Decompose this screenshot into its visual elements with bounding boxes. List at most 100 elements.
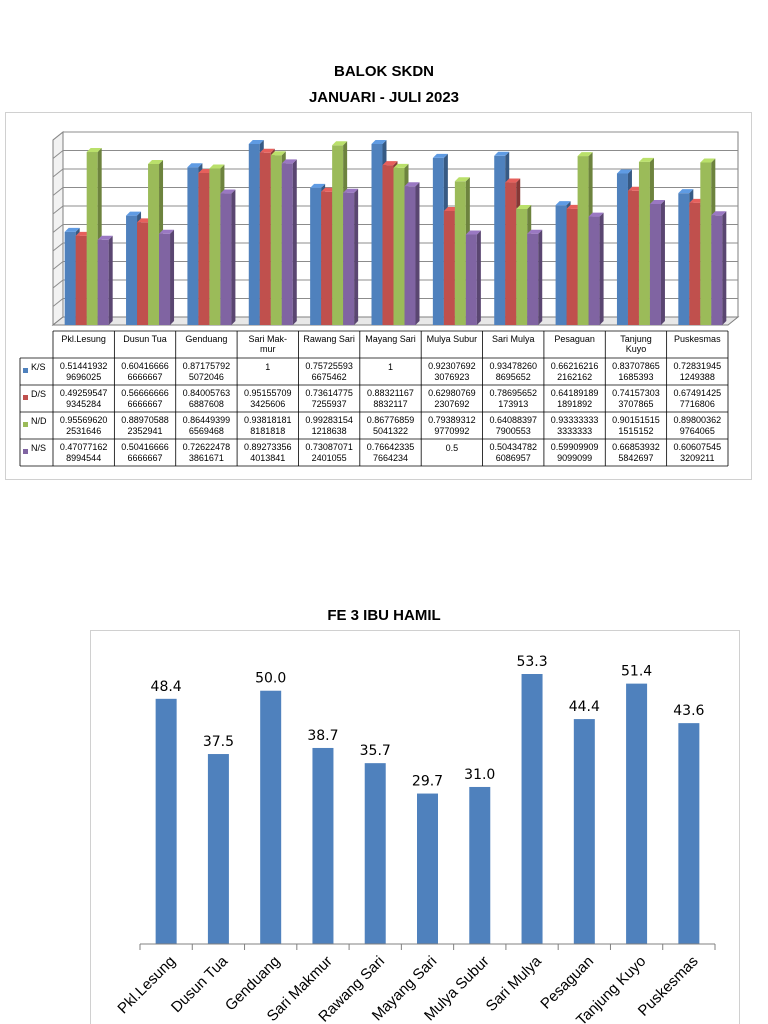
bar-K/S-4	[310, 187, 322, 325]
chart1-title-line1: BALOK SKDN	[334, 63, 434, 80]
chart2-title: FE 3 IBU HAMIL	[327, 607, 441, 624]
bar-side	[170, 229, 175, 325]
bar-N/D-5	[393, 167, 405, 325]
bar-side	[476, 230, 481, 325]
data-label: 9099099	[557, 453, 592, 463]
category-label: Pkl.Lesung	[61, 334, 106, 344]
data-label: 0.95569620	[60, 415, 108, 425]
data-label: 0.5	[446, 443, 459, 453]
bar-top	[382, 161, 398, 166]
data-label: 6086957	[496, 453, 531, 463]
bar-top	[310, 183, 326, 188]
bar-N/S-1	[159, 233, 171, 325]
data-label: 0.93333333	[551, 415, 599, 425]
category-label: Tanjung	[620, 334, 652, 344]
bar-D/S-4	[321, 191, 333, 325]
data-label: 6569468	[189, 426, 224, 436]
category-label: Puskesmas	[674, 334, 721, 344]
data-label: 7716806	[680, 399, 715, 409]
data-label: 0.49259547	[60, 388, 108, 398]
bar-N/D-1	[148, 163, 160, 325]
bar-K/S-0	[64, 231, 76, 325]
data-label: 2162162	[557, 372, 592, 382]
data-label: 2352941	[128, 426, 163, 436]
bar-side	[660, 199, 665, 325]
data-label: 0.99283154	[305, 415, 353, 425]
data-label: 0.64088397	[489, 415, 537, 425]
bar-side	[599, 212, 604, 325]
category-label: Pesaguan	[554, 334, 595, 344]
data-label: 2531646	[66, 426, 101, 436]
data-label: 0.76642335	[367, 442, 415, 452]
bar-top	[432, 153, 448, 158]
data-label: 7900553	[496, 426, 531, 436]
bar-top	[220, 189, 236, 194]
data-label: 6666667	[128, 372, 163, 382]
chart2-frame	[90, 630, 740, 1024]
bar-N/D-7	[516, 209, 528, 325]
skdn-chart: Pkl.Lesung Dusun Tua Genduang Sari Mak-mur R…	[19, 130, 740, 467]
data-label: 6887608	[189, 399, 224, 409]
bar-D/S-3	[259, 152, 271, 325]
data-label: 3333333	[557, 426, 592, 436]
category-label: mur	[260, 344, 276, 354]
data-label: 0.73614775	[305, 388, 353, 398]
bar-K/S-9	[616, 173, 628, 325]
bar-N/D-8	[577, 156, 589, 325]
legend-label: K/S	[31, 362, 46, 372]
bar-top	[588, 212, 604, 217]
data-label: 7255937	[312, 399, 347, 409]
data-label: 2307692	[434, 399, 469, 409]
bar-K/S-8	[555, 205, 567, 325]
bar-top	[281, 159, 297, 164]
data-label: 0.51441932	[60, 361, 108, 371]
category-label: Kuyo	[626, 344, 647, 354]
data-label: 3076923	[434, 372, 469, 382]
bar-N/D-3	[270, 155, 282, 325]
bar-D/S-0	[75, 235, 87, 325]
legend-key-N/D	[23, 422, 28, 427]
data-label: 1685393	[618, 372, 653, 382]
chart1-frame	[5, 112, 752, 480]
data-label: 3209211	[680, 453, 714, 463]
data-label: 9696025	[66, 372, 101, 382]
bar-D/S-2	[198, 172, 210, 325]
bar-top	[678, 189, 694, 194]
gridline-side	[52, 131, 64, 141]
bar-N/D-4	[332, 145, 344, 325]
legend-key-D/S	[23, 395, 28, 400]
bar-top	[494, 151, 510, 156]
gridline-side	[52, 187, 64, 196]
bar-top	[700, 158, 716, 163]
data-label: 6666667	[128, 453, 163, 463]
data-label: 8994544	[66, 453, 101, 463]
category-label: Genduang	[185, 334, 227, 344]
data-label: 0.93478260	[489, 361, 537, 371]
data-label: 3861671	[189, 453, 224, 463]
data-label: 1	[265, 362, 270, 372]
bar-top	[465, 230, 481, 235]
bar-N/S-2	[220, 193, 232, 325]
bar-top	[248, 140, 264, 144]
data-label: 0.64189189	[551, 388, 599, 398]
data-label: 0.60416666	[121, 361, 169, 371]
gridline-side	[52, 242, 64, 252]
bar-top	[187, 163, 203, 168]
bar-side	[538, 229, 543, 325]
bar-top	[649, 199, 665, 204]
data-label: 9764065	[680, 426, 715, 436]
bar-N/D-2	[209, 168, 221, 325]
category-label: Sari Mulya	[492, 334, 535, 344]
data-label: 6666667	[128, 399, 163, 409]
bar-top	[86, 148, 102, 153]
category-label: Mayang Sari	[365, 334, 416, 344]
bar-top	[527, 229, 543, 234]
bar-K/S-3	[248, 144, 260, 325]
bar-top	[393, 163, 409, 168]
bar-K/S-7	[494, 155, 506, 325]
bar-side	[722, 211, 727, 325]
bar-top	[332, 141, 348, 146]
bar-K/S-5	[371, 144, 383, 325]
data-label: 1249388	[680, 372, 715, 382]
bar-side	[108, 235, 113, 325]
